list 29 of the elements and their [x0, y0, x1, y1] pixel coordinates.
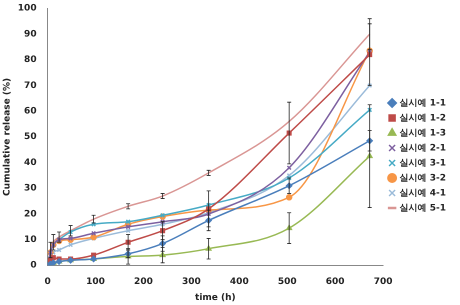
legend-label: 실시예 3-2	[400, 173, 446, 184]
y-tick-label: 20	[24, 209, 37, 220]
x-tick-label: 200	[134, 277, 153, 288]
x-tick-label: 300	[182, 277, 201, 288]
x-tick-label: 700	[374, 277, 393, 288]
x-tick-label: 100	[86, 277, 105, 288]
y-tick-label: 70	[24, 80, 37, 91]
legend-label: 실시예 4-1	[400, 188, 446, 198]
legend-label: 실시예 1-3	[400, 128, 446, 138]
y-tick-label: 10	[24, 235, 37, 246]
y-tick-label: 40	[24, 158, 37, 168]
y-tick-label: 60	[24, 106, 37, 117]
y-tick-label: 80	[24, 55, 37, 66]
legend-label: 실시예 1-1	[400, 98, 446, 108]
y-tick-label: 50	[24, 132, 37, 142]
y-tick-label: 30	[24, 184, 37, 194]
legend-label: 실시예 5-1	[400, 203, 446, 214]
legend-label: 실시예 3-1	[400, 158, 446, 168]
y-axis-title: Cumulative release (%)	[2, 78, 13, 196]
y-tick-label: 90	[24, 29, 37, 40]
x-axis-title: time (h)	[195, 292, 236, 303]
y-tick-label: 0	[30, 260, 37, 271]
x-tick-label: 600	[326, 277, 345, 288]
legend-label: 실시예 1-2	[400, 113, 446, 124]
legend-label: 실시예 2-1	[400, 143, 446, 154]
x-tick-label: 500	[278, 277, 297, 288]
x-tick-label: 400	[230, 277, 249, 288]
x-tick-label: 0	[44, 277, 51, 288]
y-tick-label: 100	[18, 4, 37, 14]
